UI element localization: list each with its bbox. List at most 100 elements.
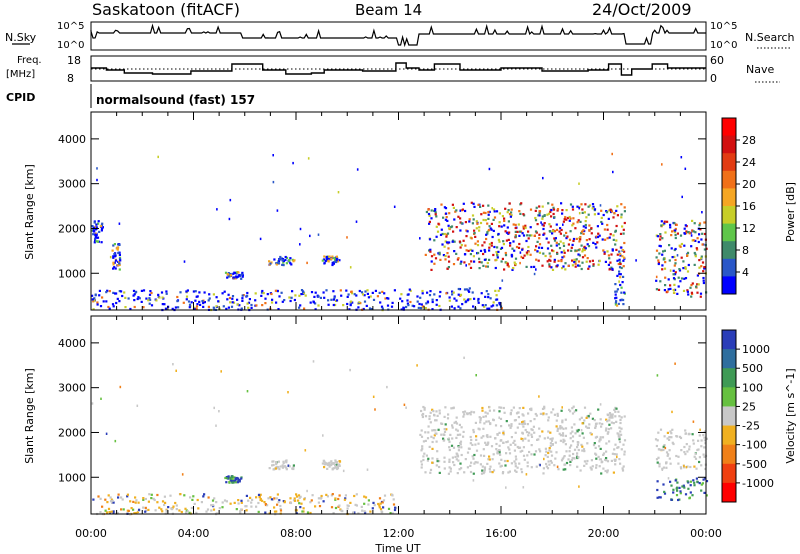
echo-cell [275,463,278,466]
echo-cell [510,423,513,426]
echo-cell [565,450,568,453]
echo-cell [500,439,503,442]
echo-cell [376,295,379,298]
echo-cell [247,499,250,502]
echo-cell [611,267,614,270]
echo-cell [576,443,579,446]
echo-cell [615,290,618,293]
echo-cell [527,245,530,249]
echo-cell [241,299,244,302]
echo-cell [428,214,431,217]
echo-cell [622,303,625,306]
echo-cell [427,208,430,211]
echo-cell [426,459,429,462]
echo-cell [514,223,517,226]
echo-cell [221,501,224,504]
echo-cell [227,306,230,309]
echo-cell [456,429,459,432]
echo-cell [567,243,570,246]
echo-cell [562,434,565,437]
echo-cell [321,462,324,465]
echo-cell [235,508,238,511]
echo-cell [459,262,462,265]
echo-cell [221,506,224,509]
echo-cell [618,438,621,441]
echo-cell [564,216,567,219]
echo-cell [338,464,341,467]
echo-cell [576,430,579,433]
echo-cell [186,289,189,292]
echo-cell [239,510,242,513]
echo-cell [553,413,556,416]
echo-cell [494,266,497,270]
echo-cell [228,480,231,484]
echo-cell [386,297,389,300]
echo-cell [490,445,494,448]
echo-cell [572,222,575,225]
echo-cell [667,453,670,456]
echo-cell [507,440,509,443]
echo-cell [238,304,241,307]
echo-cell [505,486,507,489]
echo-cell [623,210,626,213]
echo-cell [597,232,600,235]
echo-cell [569,217,572,220]
echo-cell [135,512,138,515]
freq-label-line2: [MHz] [6,69,35,80]
echo-cell [334,459,337,462]
echo-cell [92,227,95,231]
echo-cell [534,412,537,416]
echo-cell [670,436,673,439]
freq-tick-top: 18 [67,54,81,67]
echo-cell [443,232,446,236]
echo-cell [589,412,592,415]
echo-cell [549,225,552,228]
echo-cell [510,409,513,412]
echo-cell [177,306,180,309]
echo-cell [616,274,619,277]
echo-cell [513,449,516,452]
echo-cell [538,214,541,217]
echo-cell [92,498,95,501]
echo-cell [509,244,512,247]
echo-cell [445,216,448,219]
echo-cell [463,471,466,474]
echo-cell [550,209,553,212]
echo-cell [457,305,460,308]
echo-cell [419,433,422,436]
echo-cell [113,243,116,246]
echo-cell [585,239,588,242]
echo-cell [482,264,485,267]
echo-cell [490,305,493,308]
echo-cell [586,426,589,429]
echo-cell [111,249,114,252]
echo-cell [281,300,284,303]
colorbar-tick-1-5: -100 [742,439,767,452]
echo-cell [338,504,341,507]
echo-cell [275,497,278,500]
echo-cell [584,203,587,206]
echo-cell [105,432,108,435]
echo-cell [496,452,499,455]
echo-cell [667,288,670,291]
echo-cell [459,221,462,224]
echo-cell [424,439,427,442]
date-label: 24/Oct/2009 [592,0,692,19]
echo-cell [215,296,218,299]
echo-cell [581,432,584,435]
echo-cell [448,460,451,463]
echo-cell [620,291,623,294]
echo-cell [499,417,503,420]
echo-cell [569,410,572,413]
echo-cell [140,289,143,292]
echo-cell [483,305,486,308]
echo-cell [592,241,595,244]
echo-cell [623,221,626,225]
echo-cell [658,448,661,451]
echo-cell [434,429,437,432]
echo-cell [325,255,328,259]
echo-cell [273,506,276,509]
echo-cell [558,432,561,435]
echo-cell [561,256,564,259]
echo-cell [233,271,236,275]
